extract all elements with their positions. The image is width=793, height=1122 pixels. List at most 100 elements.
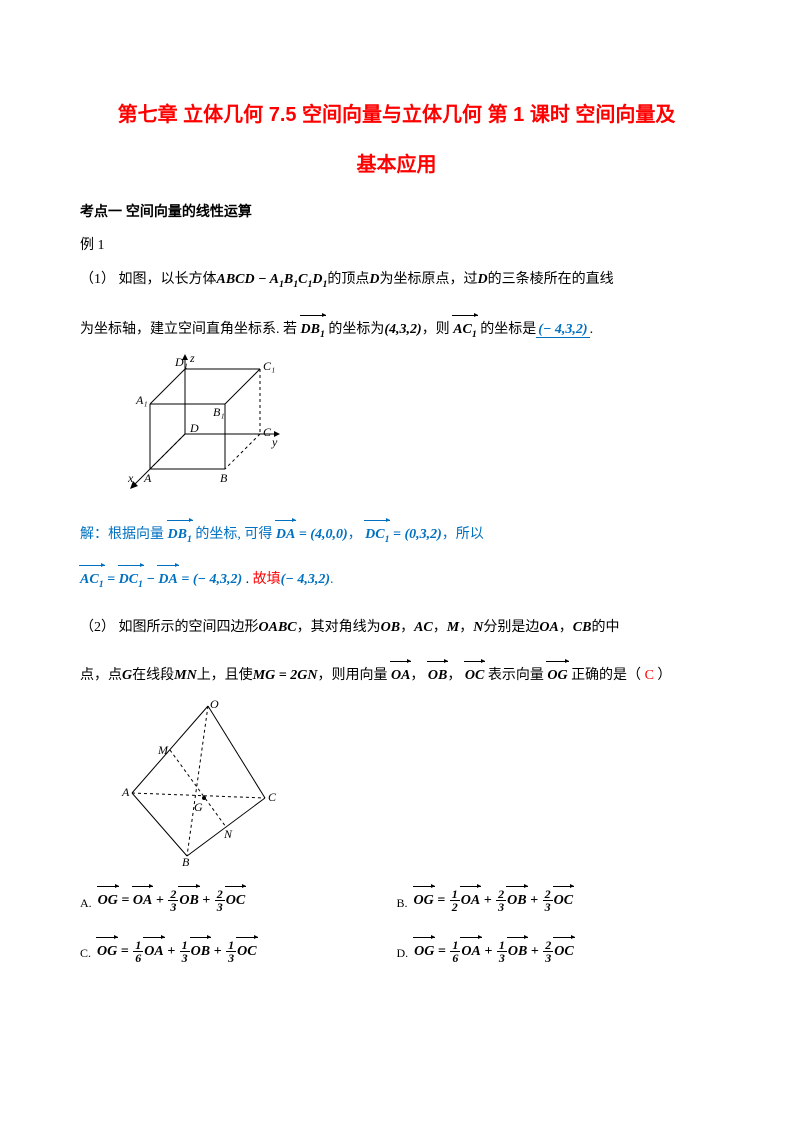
q1-vertex2: D xyxy=(478,272,488,287)
optB-expr: OG = 12OA + 23OB + 23OC xyxy=(414,888,574,915)
q1-solid: ABCD − A1B1C1D1 xyxy=(217,272,328,287)
optB-label: B. xyxy=(397,892,408,915)
optC-label: C. xyxy=(80,942,91,965)
q1-l2d: 的坐标是 xyxy=(480,322,536,337)
vec-AC1: AC1 xyxy=(453,317,477,344)
q2-b: ，其对角线为 xyxy=(297,620,381,635)
option-C: C. OG = 16OA + 13OB + 13OC xyxy=(80,939,397,966)
q2-l2f: 正确的是（ xyxy=(571,668,645,683)
sol2-minus: − xyxy=(143,572,158,587)
lbl-C: C xyxy=(263,425,272,439)
q2-l2e: 表示向量 xyxy=(488,668,544,683)
q2-l2a: 点，点 xyxy=(80,668,122,683)
page-title: 第七章 立体几何 7.5 空间向量与立体几何 第 1 课时 空间向量及 基本应用 xyxy=(80,90,713,190)
sol1-line1: 解：根据向量 DB1 的坐标, 可得 DA = (4,0,0)， DC1 = (… xyxy=(80,522,713,549)
q1-l2b: 的坐标为 xyxy=(328,322,384,337)
q2-l2d: ，则用向量 xyxy=(317,668,387,683)
option-B: B. OG = 12OA + 23OB + 23OC xyxy=(397,888,714,915)
q1-coordDB1: (4,3,2) xyxy=(384,322,421,337)
lbl-O: O xyxy=(210,698,219,711)
lbl-C2: C xyxy=(268,790,277,804)
q2-c: ， xyxy=(400,620,414,635)
q1-vertex: D xyxy=(369,272,379,287)
q1-line1: （1） 如图，以长方体ABCD − A1B1C1D1的顶点D为坐标原点，过D的三… xyxy=(80,267,713,294)
q1-answer: (− 4,3,2) xyxy=(536,322,589,338)
q2-l2g: ） xyxy=(654,668,672,683)
lbl-G: G xyxy=(194,800,203,814)
title-line2: 基本应用 xyxy=(357,154,437,176)
optA-label: A. xyxy=(80,892,92,915)
lbl-C1: C₁ xyxy=(263,359,275,373)
diagram-cuboid: D₁ C₁ A₁ B₁ D C A B z y x xyxy=(120,354,713,504)
q1-tail: . xyxy=(590,322,594,337)
q2-d: ， xyxy=(433,620,447,635)
lbl-D: D xyxy=(189,421,199,435)
q1-mid3: 的三条棱所在的直线 xyxy=(488,272,614,287)
q2-comma2: ， xyxy=(447,668,461,683)
q2-MN: MN xyxy=(174,668,197,683)
q2-h: 的中 xyxy=(591,620,619,635)
q1-prefix: （1） 如图，以长方体 xyxy=(80,272,217,287)
q1-l2a: 为坐标轴，建立空间直角坐标系. 若 xyxy=(80,322,297,337)
q2-eq: = 2 xyxy=(275,668,297,683)
lbl-B2: B xyxy=(182,855,190,868)
sol2-ans: (− 4,3,2) xyxy=(281,572,330,587)
vec-DB1: DB1 xyxy=(301,317,325,344)
section-heading: 考点一 空间向量的线性运算 xyxy=(80,198,713,225)
sol2-AC1: AC1 xyxy=(80,567,104,594)
sol2-gutian: 故填 xyxy=(253,572,281,587)
lbl-D1: D₁ xyxy=(174,355,188,369)
example-label: 例 1 xyxy=(80,233,713,260)
q1-l2c: ，则 xyxy=(422,322,450,337)
q2-vOG: OG xyxy=(547,663,567,690)
lbl-M: M xyxy=(157,743,169,757)
q2-MG: MG xyxy=(253,668,276,683)
q2-OABC: OABC xyxy=(259,620,297,635)
lbl-A: A xyxy=(143,471,152,485)
sol1-a: 解：根据向量 xyxy=(80,527,164,542)
sol-vec-DA: DA xyxy=(276,522,295,549)
sol2-DC1: DC1 xyxy=(119,567,143,594)
sol-vec-DB1: DB1 xyxy=(168,522,192,549)
lbl-B: B xyxy=(220,471,228,485)
sol1-line2: AC1 = DC1 − DA = (− 4,3,2) . 故填(− 4,3,2)… xyxy=(80,567,713,594)
sol2-eq1: = xyxy=(104,572,119,587)
q2-ans-letter: C xyxy=(645,668,654,683)
q2-comma1: ， xyxy=(410,668,424,683)
q2-OB: OB xyxy=(381,620,400,635)
optA-expr: OG = OA + 23OB + 23OC xyxy=(98,888,246,915)
optD-label: D. xyxy=(397,942,409,965)
optC-expr: OG = 16OA + 13OB + 13OC xyxy=(97,939,257,966)
optD-expr: OG = 16OA + 13OB + 23OC xyxy=(414,939,574,966)
option-A: A. OG = OA + 23OB + 23OC xyxy=(80,888,397,915)
lbl-B1: B₁ xyxy=(213,405,225,419)
q2-g: ， xyxy=(559,620,573,635)
q2-l2c: 上，且使 xyxy=(197,668,253,683)
lbl-A2: A xyxy=(121,785,130,799)
option-D: D. OG = 16OA + 13OB + 23OC xyxy=(397,939,714,966)
lbl-A1: A₁ xyxy=(135,393,148,407)
options: A. OG = OA + 23OB + 23OC B. OG = 12OA + … xyxy=(80,876,713,977)
q2-G: G xyxy=(122,668,132,683)
lbl-x: x xyxy=(127,471,134,485)
q1-mid2: 为坐标原点，过 xyxy=(380,272,478,287)
q2-f: 分别是边 xyxy=(483,620,539,635)
sol2-dot1: . xyxy=(246,572,253,587)
q2-N: N xyxy=(473,620,483,635)
q2-CB: CB xyxy=(573,620,592,635)
sol1-d: ，所以 xyxy=(442,527,484,542)
sol1-b: 的坐标, 可得 xyxy=(195,527,272,542)
lbl-N: N xyxy=(223,827,233,841)
q1-line2: 为坐标轴，建立空间直角坐标系. 若 DB1 的坐标为(4,3,2)，则 AC1 … xyxy=(80,317,713,344)
q2-e: ， xyxy=(459,620,473,635)
q2-GN: GN xyxy=(297,668,317,683)
q2-AC: AC xyxy=(414,620,433,635)
sol-vec-DC1: DC1 xyxy=(365,522,389,549)
q2-OA: OA xyxy=(539,620,558,635)
lbl-z: z xyxy=(189,354,195,365)
q2-line2: 点，点G在线段MN上，且使MG = 2GN，则用向量 OA， OB， OC 表示… xyxy=(80,663,713,690)
lbl-y: y xyxy=(271,435,278,449)
q2-vOB: OB xyxy=(428,663,447,690)
sol2-val: = (− 4,3,2) xyxy=(178,572,242,587)
q2-line1: （2） 如图所示的空间四边形OABC，其对角线为OB，AC，M，N分别是边OA，… xyxy=(80,615,713,642)
